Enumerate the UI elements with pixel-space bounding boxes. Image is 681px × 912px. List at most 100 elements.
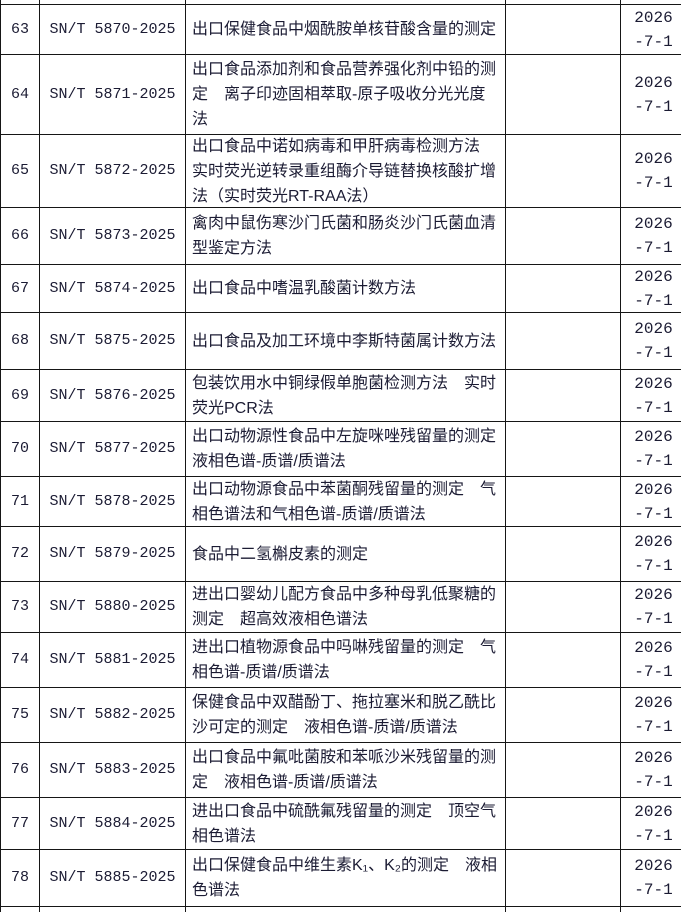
standard-code-cell: SN/T 5877-2025 [40,422,186,477]
implementation-date-cell: 2026 -7-1 [621,477,681,527]
implementation-date-line1: 2026 [634,694,673,712]
implementation-date-line1: 2026 [634,267,673,286]
standard-title-cell: 出口食品添加剂和食品营养强化剂中铅的测定 离子印迹固相萃取-原子吸收分光光度法 [186,55,506,135]
standard-title-cell: 出口食品中嗜温乳酸菌计数方法 [186,265,506,313]
row-number-cell: 75 [1,688,40,743]
standard-code-cell: SN/T 5878-2025 [40,477,186,527]
remark-cell-empty [506,798,621,850]
standard-title-cell: 进出口婴幼儿配方食品中多种母乳低聚糖的测定 超高效液相色谱法 [186,582,506,633]
remark-cell-empty [506,527,621,582]
standard-title: 出口食品中嗜温乳酸菌计数方法 [192,280,417,297]
standard-code-cell: SN/T 5870-2025 [40,5,186,55]
row-number: 68 [10,332,29,349]
row-number: 77 [10,814,29,832]
standard-code-cell: SN/T 5871-2025 [40,55,186,135]
remark-cell-empty [506,55,621,135]
remark-cell-empty [506,370,621,422]
table-row: 69 SN/T 5876-2025 包装饮用水中铜绿假单胞菌检测方法 实时荧光P… [1,370,681,422]
standard-title: 出口食品及加工环境中李斯特菌属计数方法 [192,332,497,350]
standard-code: SN/T 5879-2025 [49,545,176,562]
standard-code: SN/T 5876-2025 [49,386,176,404]
table-row: 74 SN/T 5881-2025 进出口植物源食品中吗啉残留量的测定 气相色谱… [1,633,681,688]
implementation-date-line2: -7-1 [634,239,673,257]
implementation-date-cell: 2026 -7-1 [621,265,681,313]
row-number-cell: 70 [1,422,40,477]
remark-cell-empty [506,5,621,55]
row-number-cell: 71 [1,477,40,527]
table-row: 68 SN/T 5875-2025 出口食品及加工环境中李斯特菌属计数方法 20… [1,313,681,370]
implementation-date-line2: -7-1 [634,773,673,791]
standard-title: 出口动物源食品中苯菌酮残留量的测定 气相色谱法和气相色谱-质谱/质谱法 [192,480,497,523]
standard-title: 出口食品中诺如病毒和甲肝病毒检测方法 实时荧光逆转录重组酶介导链替换核酸扩增法（… [192,137,497,205]
remark-cell-empty [506,477,621,527]
implementation-date-line2: -7-1 [634,398,673,417]
table-row-partial-bottom [1,907,681,912]
standard-title: 出口食品中氟吡菌胺和苯哌沙米残留量的测定 液相色谱-质谱/质谱法 [192,749,497,791]
partial-cell [621,0,681,5]
standard-code: SN/T 5881-2025 [49,651,176,668]
implementation-date-line1: 2026 [634,639,673,657]
implementation-date-line1: 2026 [634,150,673,168]
partial-cell [186,0,506,5]
row-number: 73 [10,598,29,615]
partial-cell [621,907,681,912]
standard-title: 出口动物源性食品中左旋咪唑残留量的测定 液相色谱-质谱/质谱法 [192,428,505,470]
standard-code-cell: SN/T 5884-2025 [40,798,186,850]
implementation-date-line1: 2026 [634,428,673,446]
implementation-date-cell: 2026 -7-1 [621,370,681,422]
standard-title: 进出口植物源食品中吗啉残留量的测定 气相色谱-质谱/质谱法 [192,639,497,681]
standard-code: SN/T 5883-2025 [49,761,176,778]
row-number: 67 [10,279,29,297]
partial-cell [186,907,506,912]
row-number-cell: 69 [1,370,40,422]
standard-code-cell: SN/T 5879-2025 [40,527,186,582]
row-number-cell: 63 [1,5,40,55]
standard-code-cell: SN/T 5880-2025 [40,582,186,633]
row-number: 74 [10,651,29,668]
standard-title: 食品中二氢槲皮素的测定 [192,545,369,563]
standard-code-cell: SN/T 5875-2025 [40,313,186,370]
implementation-date-line2: -7-1 [634,826,673,845]
implementation-date-line1: 2026 [634,215,673,233]
implementation-date-line2: -7-1 [634,97,673,116]
table-row: 67 SN/T 5874-2025 出口食品中嗜温乳酸菌计数方法 2026 -7… [1,265,681,313]
standard-title-cell: 出口保健食品中烟酰胺单核苷酸含量的测定 [186,5,506,55]
row-number: 72 [10,545,29,562]
row-number-cell: 72 [1,527,40,582]
row-number: 66 [10,227,29,244]
standard-title-cell: 食品中二氢槲皮素的测定 [186,527,506,582]
standard-code-cell: SN/T 5881-2025 [40,633,186,688]
table-row: 76 SN/T 5883-2025 出口食品中氟吡菌胺和苯哌沙米残留量的测定 液… [1,743,681,798]
implementation-date-line2: -7-1 [634,452,673,470]
table-row: 73 SN/T 5880-2025 进出口婴幼儿配方食品中多种母乳低聚糖的测定 … [1,582,681,633]
implementation-date-cell: 2026 -7-1 [621,688,681,743]
remark-cell-empty [506,135,621,208]
implementation-date-line1: 2026 [634,374,673,393]
implementation-date-line2: -7-1 [634,610,673,628]
partial-cell [1,0,40,5]
standard-title-cell: 出口动物源食品中苯菌酮残留量的测定 气相色谱法和气相色谱-质谱/质谱法 [186,477,506,527]
standard-code: SN/T 5870-2025 [49,20,176,38]
standard-code: SN/T 5875-2025 [49,332,176,349]
row-number-cell: 67 [1,265,40,313]
row-number: 78 [10,869,29,886]
standard-title-cell: 出口动物源性食品中左旋咪唑残留量的测定 液相色谱-质谱/质谱法 [186,422,506,477]
standard-code-cell: SN/T 5874-2025 [40,265,186,313]
standard-code: SN/T 5878-2025 [49,492,176,510]
partial-cell [506,0,621,5]
table-row: 70 SN/T 5877-2025 出口动物源性食品中左旋咪唑残留量的测定 液相… [1,422,681,477]
table-row: 63 SN/T 5870-2025 出口保健食品中烟酰胺单核苷酸含量的测定 20… [1,5,681,55]
standard-code: SN/T 5874-2025 [49,279,176,297]
implementation-date-line1: 2026 [634,749,673,767]
standard-code: SN/T 5884-2025 [49,814,176,832]
implementation-date-line1: 2026 [634,802,673,821]
implementation-date-line1: 2026 [634,480,673,499]
implementation-date-cell: 2026 -7-1 [621,798,681,850]
table-row-partial-top [1,0,681,5]
standard-title-cell: 禽肉中鼠伤寒沙门氏菌和肠炎沙门氏菌血清型鉴定方法 [186,208,506,265]
row-number-cell: 76 [1,743,40,798]
table-row: 72 SN/T 5879-2025 食品中二氢槲皮素的测定 2026 -7-1 [1,527,681,582]
implementation-date-line1: 2026 [634,320,673,338]
table-row: 78 SN/T 5885-2025 出口保健食品中维生素K₁、K₂的测定 液相色… [1,850,681,907]
